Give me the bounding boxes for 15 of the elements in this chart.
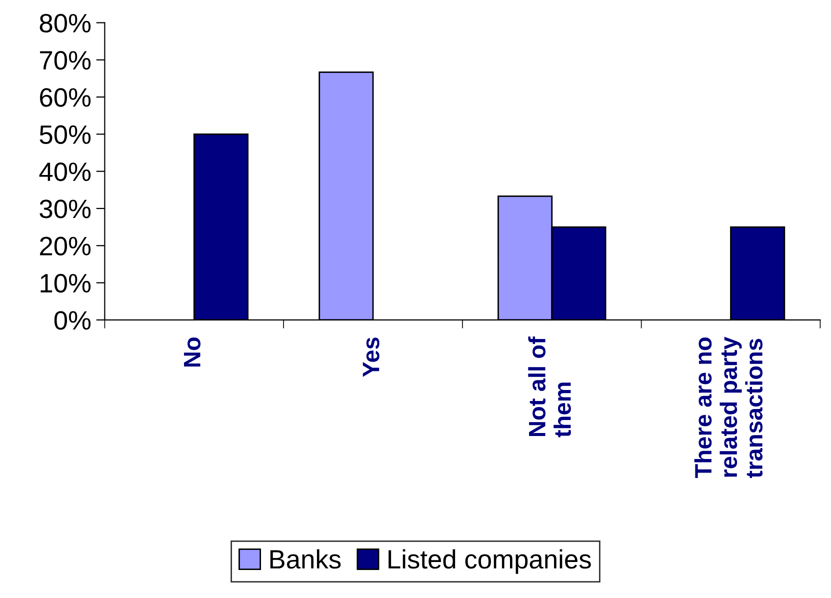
y-tick-label: 0% — [54, 311, 91, 330]
y-tick-label: 10% — [40, 274, 91, 293]
y-tick-label: 30% — [40, 200, 91, 218]
y-tick-label: 60% — [40, 88, 91, 107]
y-tick-label: 20% — [40, 236, 91, 256]
y-tick-label: 50% — [40, 125, 91, 144]
x-tick-label: Yes — [362, 338, 380, 377]
y-tick-label: 80% — [40, 14, 91, 33]
x-tick-label: No — [184, 338, 200, 366]
y-tick-label: 70% — [40, 51, 91, 70]
x-tick-label: Not all of them — [528, 336, 571, 438]
y-tick-label: 40% — [39, 162, 91, 182]
x-tick-label: There are no related party transactions — [694, 336, 763, 478]
legend-label: Banks — [270, 549, 341, 569]
legend-label: Listed companies — [388, 549, 591, 574]
